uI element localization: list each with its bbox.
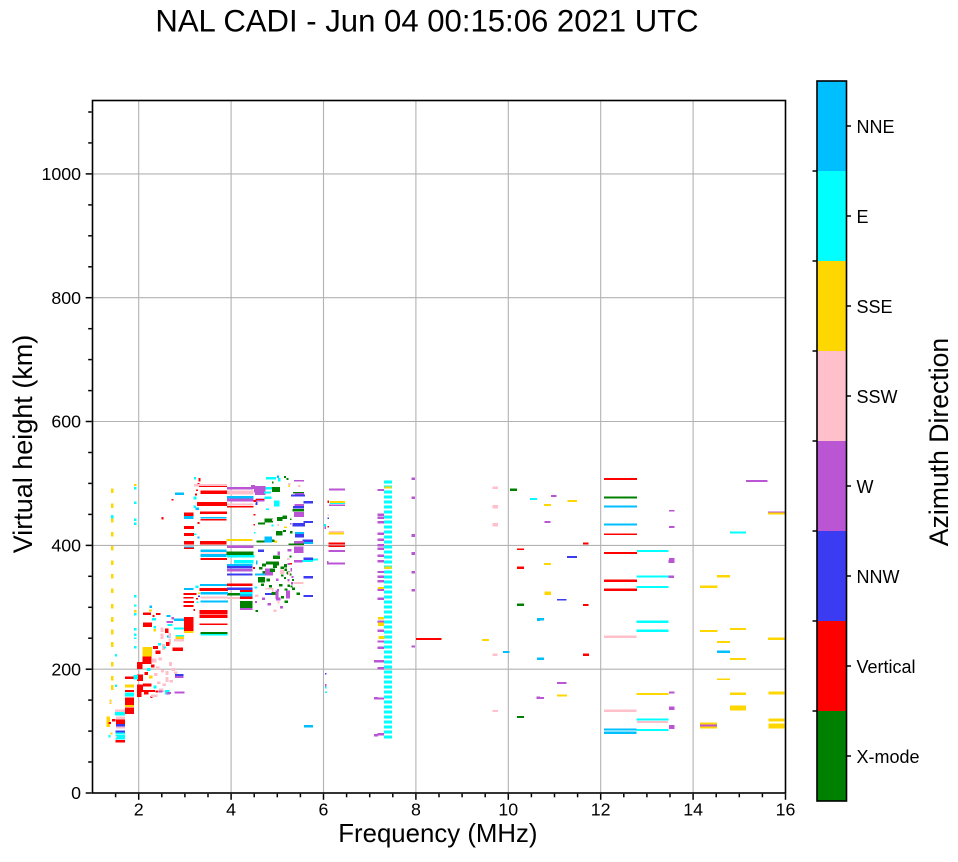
svg-text:400: 400 (51, 536, 81, 556)
svg-text:600: 600 (51, 412, 81, 432)
svg-text:Frequency (MHz): Frequency (MHz) (338, 820, 537, 848)
svg-text:4: 4 (226, 799, 236, 819)
svg-text:NNW: NNW (857, 567, 900, 587)
svg-text:2: 2 (134, 799, 144, 819)
svg-text:NNE: NNE (857, 117, 895, 137)
svg-text:6: 6 (319, 799, 329, 819)
svg-text:Azimuth Direction: Azimuth Direction (924, 338, 954, 546)
svg-text:SSE: SSE (857, 297, 893, 317)
svg-text:Virtual height (km): Virtual height (km) (8, 335, 38, 554)
svg-text:1000: 1000 (41, 164, 81, 184)
svg-text:10: 10 (498, 799, 518, 819)
svg-text:Vertical: Vertical (857, 657, 916, 677)
svg-text:800: 800 (51, 288, 81, 308)
svg-text:200: 200 (51, 659, 81, 679)
svg-text:X-mode: X-mode (857, 747, 920, 767)
svg-text:W: W (857, 477, 874, 497)
svg-text:0: 0 (71, 783, 81, 803)
svg-text:8: 8 (411, 799, 421, 819)
svg-text:14: 14 (683, 799, 703, 819)
svg-text:12: 12 (591, 799, 611, 819)
svg-text:E: E (857, 207, 869, 227)
svg-text:16: 16 (776, 799, 796, 819)
svg-text:SSW: SSW (857, 387, 898, 407)
svg-text:NAL CADI - Jun 04 00:15:06 202: NAL CADI - Jun 04 00:15:06 2021 UTC (155, 4, 698, 39)
